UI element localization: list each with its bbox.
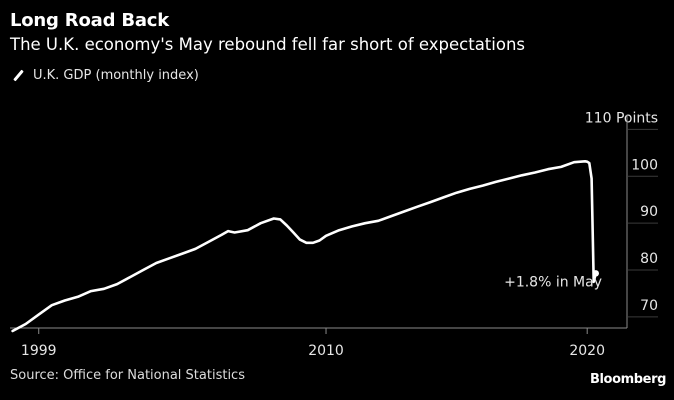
gdp-data-point bbox=[338, 229, 340, 231]
gdp-data-point bbox=[194, 248, 197, 250]
gdp-data-point bbox=[90, 290, 92, 292]
x-tick-label: 1999 bbox=[21, 343, 57, 359]
latest-point-marker bbox=[592, 270, 600, 277]
gdp-data-point bbox=[64, 299, 66, 302]
gdp-data-point bbox=[168, 257, 171, 260]
gdp-data-point bbox=[377, 220, 380, 222]
y-tick-label: 70 bbox=[640, 298, 658, 314]
gdp-data-point bbox=[259, 222, 262, 224]
gdp-data-point bbox=[390, 215, 393, 217]
gdp-data-point bbox=[129, 276, 131, 278]
gdp-data-point bbox=[305, 242, 308, 244]
gdp-data-point bbox=[494, 181, 497, 183]
gdp-data-point bbox=[508, 177, 510, 180]
gdp-series-line bbox=[11, 160, 598, 333]
bloomberg-logo: Bloomberg bbox=[589, 372, 666, 387]
gdp-data-point bbox=[351, 225, 353, 228]
gdp-data-point bbox=[481, 184, 484, 187]
legend-label: U.K. GDP (monthly index) bbox=[33, 68, 199, 83]
gdp-data-point bbox=[573, 161, 575, 163]
gdp-data-point bbox=[246, 229, 249, 231]
gdp-data-point bbox=[24, 323, 27, 325]
gdp-data-point bbox=[155, 262, 158, 264]
gdp-data-point bbox=[325, 235, 327, 237]
gdp-data-point bbox=[416, 205, 419, 208]
gdp-data-point bbox=[468, 188, 471, 190]
gdp-data-point bbox=[116, 283, 118, 285]
gdp-data-point bbox=[272, 217, 275, 220]
gdp-data-point bbox=[299, 238, 301, 241]
chart-title: Long Road Back bbox=[10, 10, 170, 31]
gdp-data-point bbox=[318, 239, 321, 242]
gdp-data-point bbox=[588, 162, 591, 164]
gdp-data-point bbox=[521, 174, 523, 177]
y-tick-label: 90 bbox=[640, 204, 658, 220]
gdp-data-point bbox=[442, 196, 445, 199]
gdp-data-point bbox=[560, 166, 562, 168]
gdp-data-point bbox=[279, 218, 282, 221]
gdp-data-point bbox=[37, 313, 40, 316]
source-note: Source: Office for National Statistics bbox=[10, 368, 245, 383]
gdp-data-point bbox=[142, 269, 144, 271]
x-tick-label: 2010 bbox=[308, 343, 344, 359]
gdp-data-point bbox=[103, 288, 105, 290]
y-tick-label: 100 bbox=[631, 157, 658, 173]
gdp-data-point bbox=[429, 201, 432, 203]
chart-subtitle: The U.K. economy's May rebound fell far … bbox=[10, 35, 526, 54]
gdp-data-point bbox=[534, 171, 536, 174]
gdp-data-point bbox=[312, 242, 314, 244]
gdp-data-point bbox=[590, 177, 593, 180]
gdp-data-point bbox=[233, 231, 236, 234]
gdp-data-point bbox=[77, 295, 79, 298]
gdp-data-point bbox=[292, 231, 295, 234]
gdp-data-point bbox=[586, 160, 588, 163]
gdp-data-point bbox=[11, 330, 14, 332]
gdp-data-point bbox=[50, 304, 53, 307]
legend: U.K. GDP (monthly index) bbox=[10, 68, 199, 83]
may-annotation: +1.8% in May bbox=[504, 274, 602, 290]
gdp-data-point bbox=[455, 191, 458, 194]
y-tick-label: 80 bbox=[640, 251, 658, 267]
gdp-data-point bbox=[364, 222, 366, 224]
gdp-data-point bbox=[181, 252, 184, 255]
gdp-data-point bbox=[207, 241, 210, 243]
gdp-data-point bbox=[220, 234, 223, 236]
gdp-data-point bbox=[547, 168, 549, 171]
gdp-data-point bbox=[227, 230, 229, 232]
y-tick-label: 110 Points bbox=[585, 110, 658, 126]
x-tick-label: 2020 bbox=[569, 343, 605, 359]
gdp-data-point bbox=[592, 280, 595, 283]
gdp-data-point bbox=[584, 160, 586, 163]
gdp-data-point bbox=[286, 224, 288, 227]
gdp-data-point bbox=[403, 210, 406, 213]
